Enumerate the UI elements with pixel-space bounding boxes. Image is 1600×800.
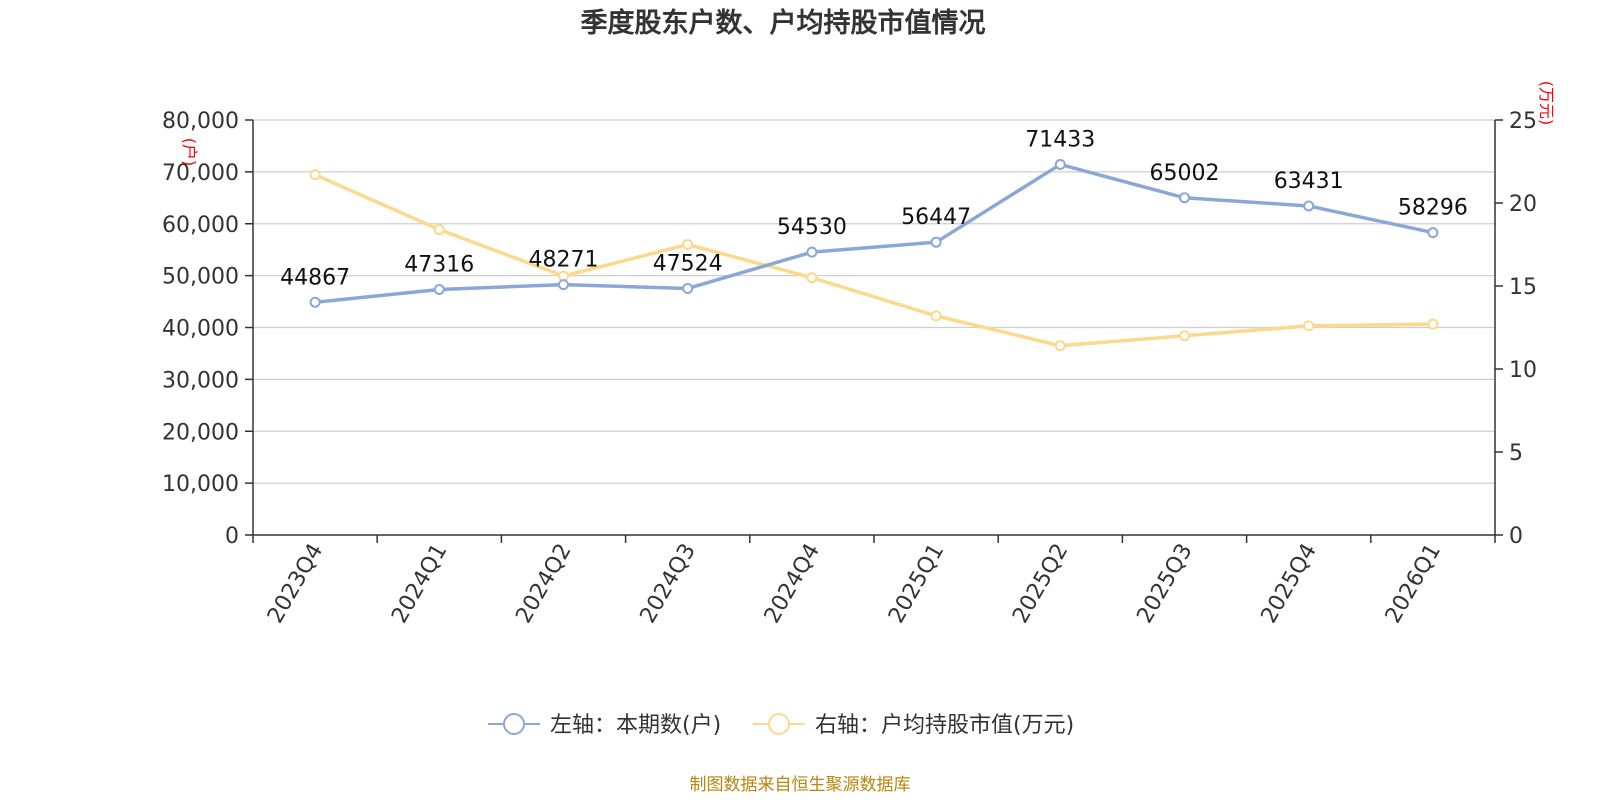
data-label: 63431 — [1274, 169, 1344, 194]
left-tick-label: 80,000 — [162, 109, 239, 134]
data-point-right[interactable] — [930, 310, 942, 322]
legend-left-label: 左轴：本期数(户) — [550, 713, 721, 738]
x-tick-label: 2023Q4 — [263, 540, 328, 628]
data-label: 47316 — [404, 253, 474, 278]
left-tick-label: 0 — [225, 524, 239, 549]
data-label: 56447 — [901, 205, 971, 230]
data-point-right[interactable] — [682, 239, 694, 250]
data-point-left[interactable] — [433, 284, 445, 296]
data-point-right[interactable] — [1427, 318, 1439, 330]
x-tick-label: 2025Q4 — [1257, 540, 1322, 628]
data-label: 71433 — [1025, 127, 1095, 152]
data-label: 65002 — [1150, 161, 1220, 186]
data-point-left[interactable] — [309, 296, 321, 308]
data-label: 48271 — [529, 248, 599, 273]
right-tick-label: 25 — [1509, 109, 1537, 134]
x-tick-label: 2025Q3 — [1132, 540, 1197, 628]
x-tick-label: 2024Q2 — [511, 540, 576, 628]
series-line-right — [314, 173, 1433, 348]
data-label: 47524 — [653, 251, 723, 276]
legend-item-right-series[interactable]: 右轴：户均持股市值(万元) — [753, 713, 1074, 738]
right-axis-unit: (万元) — [1537, 81, 1556, 126]
legend: 左轴：本期数(户) 右轴：户均持股市值(万元) — [488, 713, 1074, 738]
data-point-right[interactable] — [309, 169, 321, 181]
data-point-left[interactable] — [1427, 227, 1439, 239]
left-tick-label: 30,000 — [162, 368, 239, 393]
data-point-right[interactable] — [1179, 330, 1190, 342]
data-point-right[interactable] — [806, 272, 818, 284]
legend-item-left-series[interactable]: 左轴：本期数(户) — [488, 713, 721, 738]
left-axis-unit: (户) — [180, 138, 199, 167]
data-point-left[interactable] — [1054, 158, 1066, 170]
left-tick-label: 10,000 — [162, 472, 239, 497]
x-tick-label: 2024Q4 — [760, 540, 825, 628]
chart-title: 季度股东户数、户均持股市值情况 — [581, 7, 986, 39]
right-tick-label: 20 — [1509, 192, 1537, 217]
grid — [253, 119, 1495, 484]
legend-right-label: 右轴：户均持股市值(万元) — [815, 713, 1074, 738]
legend-left-marker-icon — [503, 713, 525, 735]
data-point-left[interactable] — [1179, 192, 1190, 204]
series — [309, 158, 1439, 352]
data-point-left[interactable] — [806, 246, 818, 258]
data-label: 58296 — [1398, 196, 1468, 221]
x-tick-label: 2024Q1 — [387, 540, 452, 628]
data-point-left[interactable] — [930, 236, 942, 248]
left-tick-label: 60,000 — [162, 213, 239, 238]
data-point-left[interactable] — [1303, 200, 1315, 212]
right-tick-label: 15 — [1509, 275, 1537, 300]
left-tick-label: 20,000 — [162, 420, 239, 445]
left-tick-label: 40,000 — [162, 317, 239, 342]
data-point-left[interactable] — [682, 282, 694, 294]
x-tick-label: 2026Q1 — [1381, 540, 1446, 628]
source-note: 制图数据来自恒生聚源数据库 — [690, 775, 911, 795]
right-tick-label: 10 — [1509, 358, 1537, 383]
left-tick-label: 50,000 — [162, 265, 239, 290]
right-tick-label: 5 — [1509, 441, 1523, 466]
data-label: 44867 — [280, 265, 350, 290]
right-tick-label: 0 — [1509, 524, 1523, 549]
left-tick-label: 70,000 — [162, 161, 239, 186]
data-point-right[interactable] — [1303, 320, 1315, 332]
x-tick-label: 2025Q1 — [884, 540, 949, 628]
series-line-left — [314, 162, 1434, 304]
data-labels: 44867 47316 48271 47524 54530 56447 71433 65002… — [280, 127, 1468, 290]
x-tick-label: 2025Q2 — [1008, 540, 1073, 628]
data-label: 54530 — [777, 215, 847, 240]
x-tick-label: 2024Q3 — [636, 540, 701, 628]
data-point-right[interactable] — [1054, 340, 1066, 352]
data-point-right[interactable] — [433, 224, 445, 236]
legend-right-marker-icon — [768, 713, 790, 735]
data-point-left[interactable] — [558, 279, 569, 291]
